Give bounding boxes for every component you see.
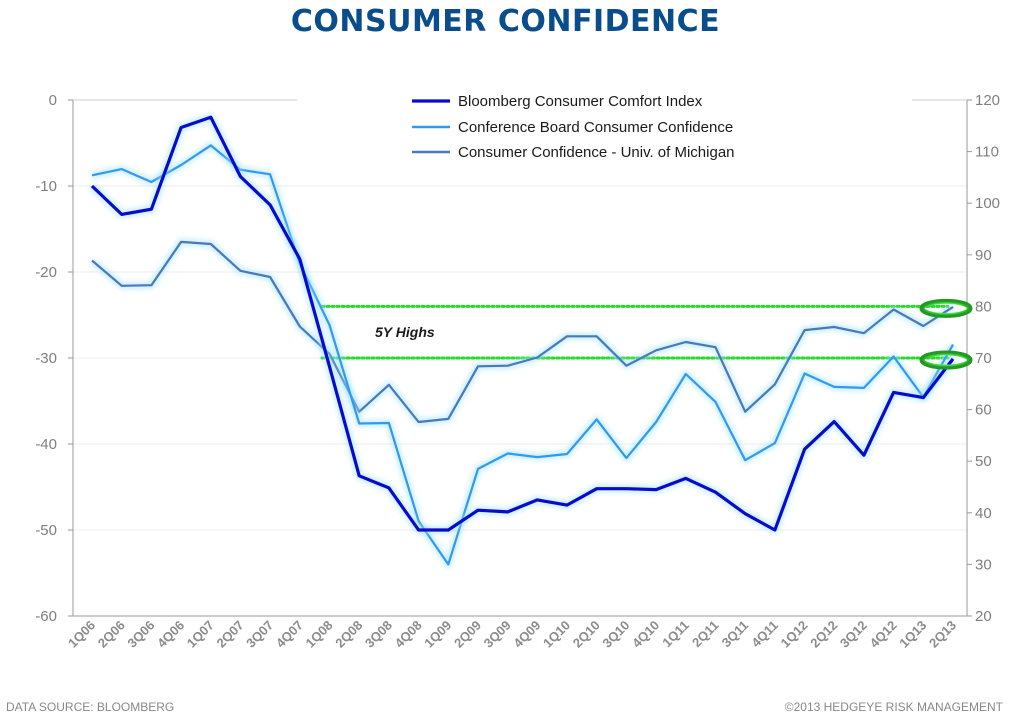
- x-tick-label: 2Q06: [95, 618, 128, 651]
- x-tick-label: 2Q09: [451, 618, 484, 651]
- right-tick-label: 120: [975, 92, 1000, 109]
- right-tick-label: 80: [975, 298, 992, 315]
- right-tick-label: 50: [975, 453, 992, 470]
- right-tick-label: 70: [975, 350, 992, 367]
- right-tick-label: 30: [975, 556, 992, 573]
- x-tick-label: 1Q12: [778, 618, 811, 651]
- right-tick-label: 40: [975, 505, 992, 522]
- x-tick-label: 3Q06: [124, 618, 157, 651]
- highlight-ring: [919, 298, 973, 318]
- x-tick-label: 4Q12: [867, 618, 900, 651]
- left-tick-label: -60: [35, 608, 57, 625]
- x-tick-label: 2Q08: [332, 618, 365, 651]
- series-lines: [89, 113, 957, 568]
- annotation-5y-highs: 5Y Highs: [375, 324, 435, 340]
- x-tick-label: 1Q08: [303, 618, 336, 651]
- x-tick-label: 1Q06: [65, 618, 98, 651]
- x-tick-label: 3Q08: [362, 618, 395, 651]
- x-tick-label: 3Q11: [719, 618, 752, 651]
- axes: [68, 99, 972, 617]
- right-tick-label: 60: [975, 402, 992, 419]
- highlight-ring: [919, 350, 973, 370]
- chart-title: CONSUMER CONFIDENCE: [290, 4, 721, 39]
- x-tick-label: 2Q11: [689, 618, 722, 651]
- data-source-note: DATA SOURCE: BLOOMBERG: [6, 700, 175, 714]
- x-tick-label: 3Q12: [837, 618, 870, 651]
- x-tick-label: 3Q07: [243, 618, 276, 651]
- series-glow: [89, 238, 955, 426]
- x-tick-label: 1Q10: [540, 618, 573, 651]
- legend-label: Consumer Confidence - Univ. of Michigan: [458, 144, 735, 161]
- x-tick-label: 4Q08: [392, 618, 425, 651]
- x-tick-label: 4Q10: [629, 618, 662, 651]
- series-line-0: [90, 115, 955, 532]
- x-tick-label: 1Q11: [659, 618, 692, 651]
- x-tick-label: 2Q12: [807, 618, 840, 651]
- right-tick-label: 20: [975, 608, 992, 625]
- x-tick-label: 2Q10: [570, 618, 603, 651]
- x-tick-label: 4Q07: [273, 618, 306, 651]
- left-tick-label: -10: [35, 178, 57, 195]
- x-tick-label: 4Q11: [748, 618, 781, 651]
- x-tick-label: 4Q06: [154, 618, 187, 651]
- x-tick-label: 1Q07: [184, 618, 217, 651]
- left-tick-label: -50: [35, 522, 57, 539]
- right-tick-label: 100: [975, 195, 1000, 212]
- legend: Bloomberg Consumer Comfort Index Conferen…: [412, 93, 735, 161]
- x-tick-label: 4Q09: [510, 618, 543, 651]
- tick-labels: 0 -10 -20 -30 -40 -50 -60 120 110 100 90 80 70 60 50 40…: [35, 92, 1000, 651]
- x-tick-label: 1Q13: [896, 618, 929, 651]
- x-tick-label: 2Q07: [213, 618, 246, 651]
- highlight-markers: [919, 298, 973, 370]
- legend-label: Conference Board Consumer Confidence: [458, 119, 733, 136]
- copyright-note: ©2013 HEDGEYE RISK MANAGEMENT: [784, 700, 1003, 714]
- series-line-2: [91, 240, 954, 424]
- x-tick-label: 3Q10: [599, 618, 632, 651]
- left-tick-label: -30: [35, 350, 57, 367]
- right-tick-label: 90: [975, 247, 992, 264]
- right-tick-label: 110: [975, 144, 999, 161]
- left-tick-label: -20: [35, 264, 57, 281]
- x-tick-label: 2Q13: [926, 618, 959, 651]
- x-tick-label: 1Q09: [421, 618, 454, 651]
- x-tick-label: 3Q09: [481, 618, 514, 651]
- legend-label: Bloomberg Consumer Comfort Index: [458, 93, 703, 110]
- series-glow: [89, 113, 957, 535]
- left-tick-label: -40: [35, 436, 57, 453]
- left-tick-label: 0: [49, 92, 57, 109]
